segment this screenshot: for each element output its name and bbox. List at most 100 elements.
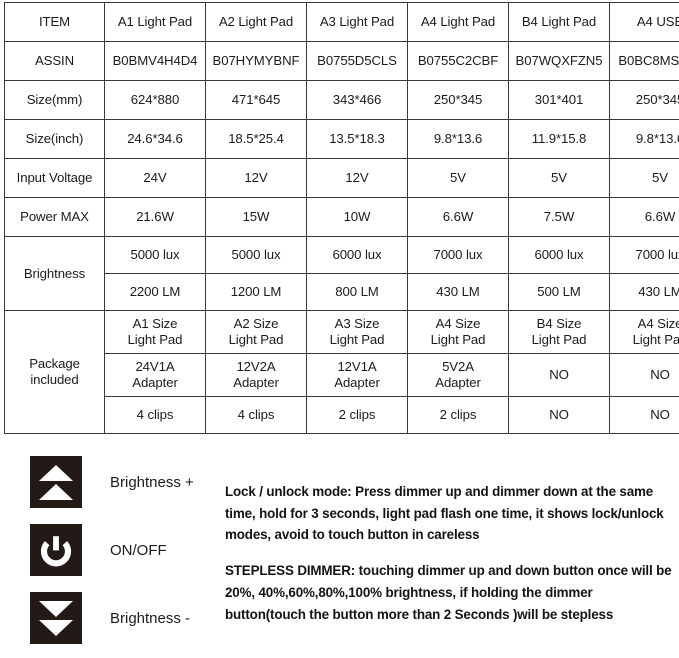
cell-sizemm-a3: 343*466 bbox=[306, 80, 408, 120]
cell-power-a4usb: 6.6W bbox=[609, 197, 679, 237]
cell-lumens-a3: 800 LM bbox=[306, 273, 408, 311]
double-triangle-up-icon bbox=[30, 456, 82, 508]
cell-sizemm-a1: 624*880 bbox=[104, 80, 206, 120]
instructions-block: Lock / unlock mode: Press dimmer up and … bbox=[225, 481, 673, 639]
table-row: 24V1A Adapter 12V2A Adapter 12V1A Adapte… bbox=[5, 353, 679, 397]
cell-pkg-adapter-a3: 12V1A Adapter bbox=[306, 353, 408, 397]
cell-lumens-a2: 1200 LM bbox=[205, 273, 307, 311]
row-label-size-inch: Size(inch) bbox=[4, 119, 105, 159]
cell-power-b4: 7.5W bbox=[508, 197, 610, 237]
triangle-up-top-icon bbox=[39, 464, 73, 481]
cell-sizeinch-a2: 18.5*25.4 bbox=[205, 119, 307, 159]
triangle-up-bottom-icon bbox=[39, 483, 73, 500]
table-row: Power MAX 21.6W 15W 10W 6.6W 7.5W 6.6W bbox=[4, 197, 679, 237]
legend-row-brightness-up: Brightness + bbox=[30, 456, 194, 508]
cell-power-a3: 10W bbox=[306, 197, 408, 237]
cell-lumens-a4usb: 430 LM bbox=[609, 273, 679, 311]
cell-assin-a3: B0755D5CLS bbox=[306, 41, 408, 81]
cell-assin-a1: B0BMV4H4D4 bbox=[104, 41, 206, 81]
legend-label-power: ON/OFF bbox=[110, 541, 167, 559]
cell-pkg-clips-b4: NO bbox=[508, 396, 610, 434]
cell-power-a4: 6.6W bbox=[407, 197, 509, 237]
cell-sizeinch-a3: 13.5*18.3 bbox=[306, 119, 408, 159]
cell-pkg-pad-a3: A3 Size Light Pad bbox=[306, 310, 408, 354]
instruction-lock-mode: Lock / unlock mode: Press dimmer up and … bbox=[225, 484, 664, 543]
cell-sizeinch-a1: 24.6*34.6 bbox=[104, 119, 206, 159]
cell-item-a4: A4 Light Pad bbox=[407, 2, 509, 42]
cell-sizemm-a2: 471*645 bbox=[205, 80, 307, 120]
cell-pkg-pad-b4: B4 Size Light Pad bbox=[508, 310, 610, 354]
cell-lumens-b4: 500 LM bbox=[508, 273, 610, 311]
row-label-item: ITEM bbox=[4, 2, 105, 42]
cell-lux-b4: 6000 lux bbox=[508, 236, 610, 274]
instruction-stepless-dimmer: STEPLESS DIMMER: touching dimmer up and … bbox=[225, 563, 672, 622]
table-row: Brightness 5000 lux 5000 lux 6000 lux 70… bbox=[4, 236, 679, 311]
cell-voltage-a1: 24V bbox=[104, 158, 206, 198]
cell-sizeinch-a4: 9.8*13.6 bbox=[407, 119, 509, 159]
cell-sizemm-a4usb: 250*345 bbox=[609, 80, 679, 120]
table-row: 2200 LM 1200 LM 800 LM 430 LM 500 LM 430… bbox=[5, 273, 679, 311]
cell-voltage-a4: 5V bbox=[407, 158, 509, 198]
cell-power-a1: 21.6W bbox=[104, 197, 206, 237]
cell-item-a1: A1 Light Pad bbox=[104, 2, 206, 42]
cell-pkg-adapter-b4: NO bbox=[508, 353, 610, 397]
cell-pkg-clips-a1: 4 clips bbox=[104, 396, 206, 434]
specification-table: ITEM A1 Light Pad A2 Light Pad A3 Light … bbox=[4, 2, 679, 434]
row-label-input-voltage: Input Voltage bbox=[4, 158, 105, 198]
double-triangle-down-icon bbox=[30, 592, 82, 644]
cell-lux-a4usb: 7000 lux bbox=[609, 236, 679, 274]
power-icon bbox=[30, 524, 82, 576]
legend-label-brightness-down: Brightness - bbox=[110, 609, 191, 627]
legend-row-power: ON/OFF bbox=[30, 524, 167, 576]
table-row: Input Voltage 24V 12V 12V 5V 5V 5V bbox=[4, 158, 679, 198]
table-row: Size(mm) 624*880 471*645 343*466 250*345… bbox=[4, 80, 679, 120]
table-row: Package included A1 Size Light Pad A2 Si… bbox=[4, 310, 679, 434]
cell-item-b4: B4 Light Pad bbox=[508, 2, 610, 42]
cell-assin-a4: B0755C2CBF bbox=[407, 41, 509, 81]
cell-lux-a2: 5000 lux bbox=[205, 236, 307, 274]
legend-row-brightness-down: Brightness - bbox=[30, 592, 190, 644]
row-label-brightness: Brightness bbox=[4, 236, 105, 311]
cell-lumens-a1: 2200 LM bbox=[104, 273, 206, 311]
cell-lumens-a4: 430 LM bbox=[407, 273, 509, 311]
cell-pkg-pad-a4usb: A4 Size Light Pad bbox=[609, 310, 679, 354]
cell-voltage-a4usb: 5V bbox=[609, 158, 679, 198]
cell-sizeinch-a4usb: 9.8*13.6 bbox=[609, 119, 679, 159]
cell-lux-a3: 6000 lux bbox=[306, 236, 408, 274]
cell-pkg-adapter-a4usb: NO bbox=[609, 353, 679, 397]
cell-assin-b4: B07WQXFZN5 bbox=[508, 41, 610, 81]
cell-pkg-clips-a3: 2 clips bbox=[306, 396, 408, 434]
cell-pkg-clips-a4usb: NO bbox=[609, 396, 679, 434]
row-label-package-included: Package included bbox=[4, 310, 105, 434]
button-legend: Brightness + ON/OFF Brightness - bbox=[0, 452, 679, 658]
spec-table-container: ITEM A1 Light Pad A2 Light Pad A3 Light … bbox=[4, 2, 679, 434]
cell-item-a4usb: A4 USB bbox=[609, 2, 679, 42]
cell-lux-a1: 5000 lux bbox=[104, 236, 206, 274]
cell-item-a2: A2 Light Pad bbox=[205, 2, 307, 42]
cell-pkg-clips-a2: 4 clips bbox=[205, 396, 307, 434]
row-label-assin: ASSIN bbox=[4, 41, 105, 81]
cell-voltage-b4: 5V bbox=[508, 158, 610, 198]
cell-sizemm-a4: 250*345 bbox=[407, 80, 509, 120]
table-row: ASSIN B0BMV4H4D4 B07HYMYBNF B0755D5CLS B… bbox=[4, 41, 679, 81]
row-label-size-mm: Size(mm) bbox=[4, 80, 105, 120]
cell-pkg-pad-a2: A2 Size Light Pad bbox=[205, 310, 307, 354]
cell-item-a3: A3 Light Pad bbox=[306, 2, 408, 42]
triangle-down-bottom-icon bbox=[39, 619, 73, 636]
cell-pkg-adapter-a2: 12V2A Adapter bbox=[205, 353, 307, 397]
cell-pkg-adapter-a1: 24V1A Adapter bbox=[104, 353, 206, 397]
cell-voltage-a3: 12V bbox=[306, 158, 408, 198]
cell-pkg-pad-a1: A1 Size Light Pad bbox=[104, 310, 206, 354]
table-row: ITEM A1 Light Pad A2 Light Pad A3 Light … bbox=[4, 2, 679, 42]
cell-assin-a4usb: B0BC8MSPJ9 bbox=[609, 41, 679, 81]
cell-lux-a4: 7000 lux bbox=[407, 236, 509, 274]
legend-label-brightness-up: Brightness + bbox=[110, 473, 194, 491]
cell-sizemm-b4: 301*401 bbox=[508, 80, 610, 120]
table-row: Size(inch) 24.6*34.6 18.5*25.4 13.5*18.3… bbox=[4, 119, 679, 159]
cell-pkg-clips-a4: 2 clips bbox=[407, 396, 509, 434]
triangle-down-top-icon bbox=[39, 600, 73, 617]
row-label-power-max: Power MAX bbox=[4, 197, 105, 237]
cell-power-a2: 15W bbox=[205, 197, 307, 237]
cell-pkg-adapter-a4: 5V2A Adapter bbox=[407, 353, 509, 397]
table-row: 4 clips 4 clips 2 clips 2 clips NO NO bbox=[5, 396, 679, 434]
